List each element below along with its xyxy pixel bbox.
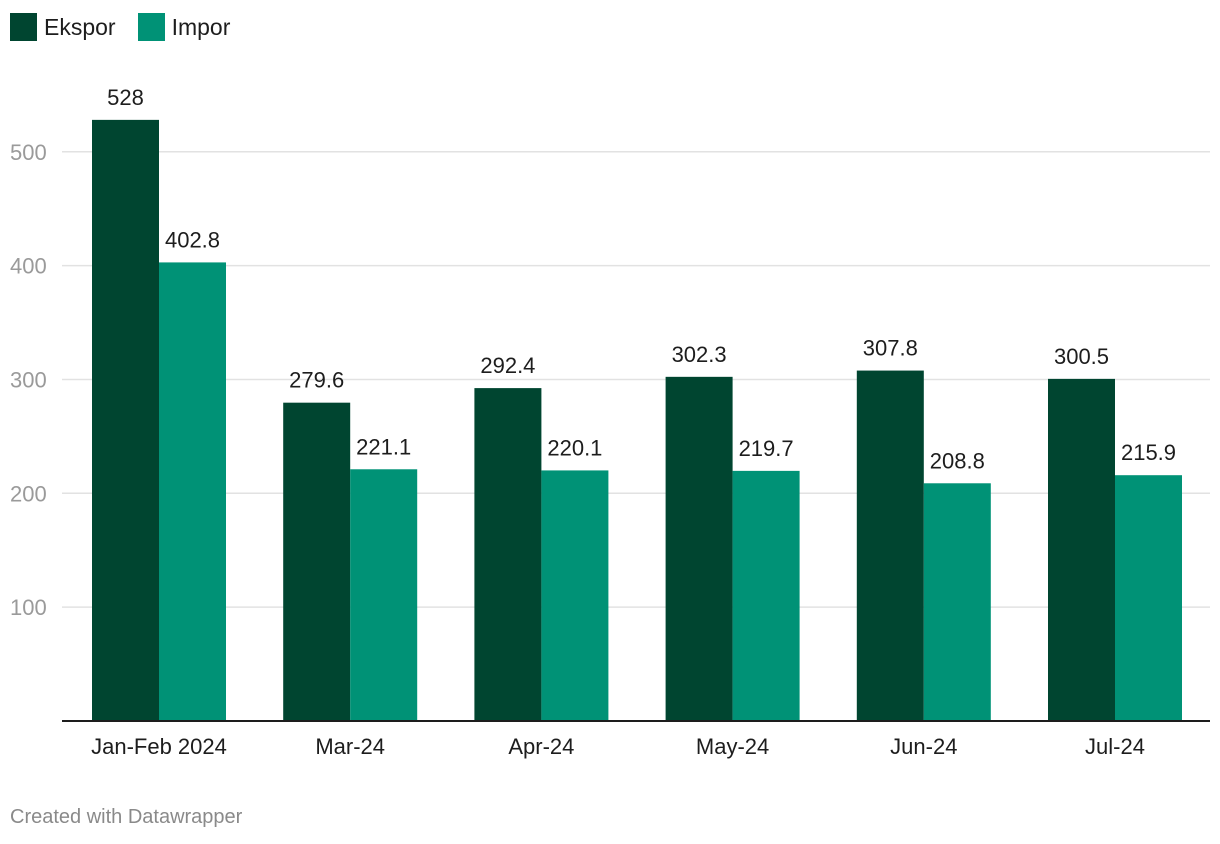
data-label-impor-2: 220.1 bbox=[547, 435, 602, 460]
x-tick-label-2: Apr-24 bbox=[508, 734, 574, 759]
x-tick-label-5: Jul-24 bbox=[1085, 734, 1145, 759]
data-label-impor-5: 215.9 bbox=[1121, 440, 1176, 465]
bar-ekspor-0 bbox=[92, 119, 159, 721]
bar-impor-3 bbox=[732, 470, 800, 721]
data-label-ekspor-0: 528 bbox=[107, 85, 144, 110]
bar-ekspor-2 bbox=[474, 388, 542, 721]
bar-impor-2 bbox=[541, 470, 609, 721]
data-label-impor-3: 219.7 bbox=[739, 436, 794, 461]
x-tick-label-0: Jan-Feb 2024 bbox=[91, 734, 227, 759]
legend-item-impor: Impor bbox=[137, 13, 231, 41]
legend-item-ekspor: Ekspor bbox=[10, 13, 116, 41]
y-tick-label-100: 100 bbox=[10, 595, 47, 620]
bar-impor-5 bbox=[1115, 475, 1182, 721]
bar-impor-4 bbox=[923, 483, 991, 721]
data-label-impor-0: 402.8 bbox=[165, 227, 220, 252]
data-label-ekspor-2: 292.4 bbox=[480, 353, 535, 378]
bar-ekspor-5 bbox=[1048, 378, 1115, 721]
y-tick-label-200: 200 bbox=[10, 481, 47, 506]
legend-label-impor: Impor bbox=[171, 13, 231, 40]
bar-ekspor-1 bbox=[283, 402, 351, 721]
y-tick-label-300: 300 bbox=[10, 367, 47, 392]
data-label-ekspor-1: 279.6 bbox=[289, 368, 344, 393]
legend-swatch-ekspor bbox=[10, 13, 37, 41]
x-tick-label-3: May-24 bbox=[696, 734, 769, 759]
y-tick-label-400: 400 bbox=[10, 254, 47, 279]
bar-ekspor-4 bbox=[856, 370, 924, 721]
data-label-impor-4: 208.8 bbox=[930, 448, 985, 473]
legend-swatch-impor bbox=[137, 13, 165, 41]
data-label-impor-1: 221.1 bbox=[356, 434, 411, 459]
footer-credit: Created with Datawrapper bbox=[10, 806, 243, 828]
x-tick-label-4: Jun-24 bbox=[890, 734, 957, 759]
data-label-ekspor-4: 307.8 bbox=[863, 336, 918, 361]
legend: Ekspor Impor bbox=[10, 12, 252, 42]
data-label-ekspor-3: 302.3 bbox=[672, 342, 727, 367]
bar-impor-0 bbox=[159, 262, 226, 721]
bar-ekspor-3 bbox=[665, 376, 733, 721]
x-tick-label-1: Mar-24 bbox=[315, 734, 385, 759]
legend-label-ekspor: Ekspor bbox=[44, 13, 116, 40]
y-tick-label-500: 500 bbox=[10, 140, 47, 165]
data-label-ekspor-5: 300.5 bbox=[1054, 344, 1109, 369]
bar-impor-1 bbox=[350, 469, 418, 721]
